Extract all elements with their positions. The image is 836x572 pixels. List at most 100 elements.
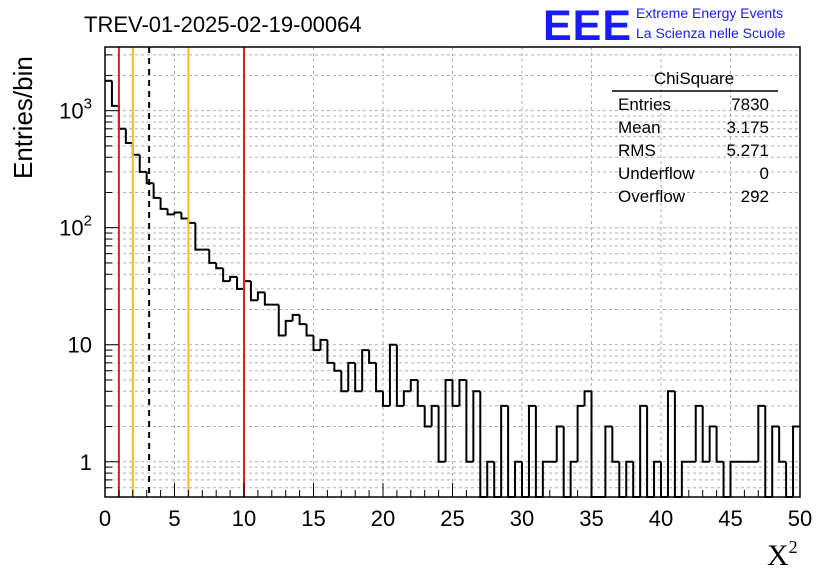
histogram-bin bbox=[382, 391, 390, 407]
histogram-bin bbox=[430, 404, 439, 427]
histogram-bin bbox=[152, 183, 161, 199]
histogram-bin bbox=[312, 335, 321, 352]
histogram-bin bbox=[215, 262, 224, 270]
histogram-bin bbox=[166, 208, 175, 216]
histogram-bin bbox=[222, 268, 231, 283]
histogram-bin bbox=[249, 281, 258, 302]
x-tick-label: 0 bbox=[99, 506, 111, 531]
histogram-bin bbox=[555, 425, 564, 462]
stats-row-value: 292 bbox=[741, 187, 769, 206]
y-tick-label: 10 bbox=[68, 333, 92, 358]
histogram-bin bbox=[187, 218, 196, 224]
histogram-bin bbox=[319, 338, 328, 351]
y-axis-label: Entries/bin bbox=[8, 56, 38, 179]
x-tick-label: 45 bbox=[718, 506, 742, 531]
histogram-bin bbox=[340, 370, 349, 393]
x-tick-label: 5 bbox=[168, 506, 180, 531]
y-tick-label: 102 bbox=[59, 213, 92, 241]
axis-ticks: 0 5 10 15 20 25 30 35 40 45 50 1 10 102 103 bbox=[59, 54, 812, 531]
histogram-bin bbox=[646, 405, 655, 498]
histogram-bin bbox=[458, 378, 467, 406]
x-axis-label: X2 bbox=[767, 537, 798, 572]
histogram-bin bbox=[465, 379, 474, 463]
histogram-bin bbox=[361, 349, 370, 392]
x-tick-label: 50 bbox=[788, 506, 812, 531]
eee-logo: EEE Extreme Energy Events La Scienza nel… bbox=[543, 2, 786, 50]
x-tick-label: 10 bbox=[232, 506, 256, 531]
histogram-bin bbox=[236, 276, 244, 290]
histogram-bin bbox=[388, 343, 397, 406]
histogram-bin bbox=[757, 404, 766, 462]
logo-line-2: La Scienza nelle Scuole bbox=[636, 25, 786, 41]
histogram-bin bbox=[409, 378, 418, 392]
histogram-bin bbox=[256, 291, 265, 301]
histogram-bin bbox=[354, 362, 363, 393]
histogram-bin bbox=[368, 350, 377, 364]
grid bbox=[105, 47, 800, 497]
histogram-bin bbox=[625, 460, 634, 497]
histogram-bin bbox=[576, 404, 585, 462]
histogram-bin bbox=[778, 426, 787, 463]
histogram-bin bbox=[131, 142, 140, 156]
logo-mark: EEE bbox=[543, 2, 632, 50]
y-tick-label: 103 bbox=[59, 96, 92, 124]
histogram-bin bbox=[416, 379, 425, 407]
histogram-bin bbox=[326, 339, 335, 364]
x-tick-label: 25 bbox=[440, 506, 464, 531]
histogram-bin bbox=[347, 361, 356, 392]
logo-line-1: Extreme Energy Events bbox=[636, 5, 783, 21]
x-tick-label: 30 bbox=[510, 506, 534, 531]
stats-row-value: 7830 bbox=[731, 95, 769, 114]
histogram-bin bbox=[277, 304, 286, 337]
stats-box: ChiSquare Entries 7830 Mean 3.175 RMS 5.271 Un… bbox=[612, 69, 778, 206]
histogram-bin bbox=[541, 460, 550, 497]
histogram-bin bbox=[194, 222, 203, 251]
histogram-bin bbox=[298, 314, 307, 326]
histogram-bin bbox=[375, 362, 383, 393]
histogram-bin bbox=[590, 391, 599, 498]
x-tick-label: 20 bbox=[371, 506, 395, 531]
histogram-bin bbox=[507, 405, 516, 498]
histogram-bin bbox=[514, 460, 522, 497]
stats-row-value: 3.175 bbox=[726, 118, 769, 137]
histogram-bin bbox=[145, 171, 154, 185]
stats-row-value: 5.271 bbox=[726, 141, 769, 160]
histogram-bin bbox=[666, 390, 675, 497]
histogram-bin bbox=[604, 425, 613, 497]
histogram-bin bbox=[243, 280, 251, 289]
stats-row-value: 0 bbox=[760, 164, 769, 183]
histogram-bin bbox=[694, 404, 703, 462]
histogram-bin bbox=[764, 405, 773, 498]
histogram-bin bbox=[173, 211, 182, 215]
histogram-bin bbox=[138, 154, 147, 173]
histogram-bin bbox=[486, 460, 495, 497]
histogram-bin bbox=[437, 405, 446, 463]
x-tick-label: 35 bbox=[579, 506, 603, 531]
stats-title: ChiSquare bbox=[654, 69, 734, 88]
x-axis-label-main: X bbox=[767, 539, 789, 572]
histogram-bin bbox=[653, 460, 661, 497]
histogram-bin bbox=[333, 362, 342, 372]
histogram-bin bbox=[395, 344, 404, 407]
histogram-bin bbox=[792, 425, 800, 497]
histogram-bin bbox=[701, 405, 710, 463]
histogram-bin bbox=[715, 426, 724, 463]
histogram-bin bbox=[284, 319, 293, 336]
histogram-bin bbox=[124, 128, 133, 144]
stats-row-label: Entries bbox=[618, 95, 671, 114]
histogram-bin bbox=[159, 197, 168, 210]
histogram-bin bbox=[208, 249, 217, 264]
marker-lines bbox=[117, 47, 245, 497]
histogram-bin bbox=[569, 460, 578, 497]
histogram-bin bbox=[771, 425, 780, 497]
histogram-bin bbox=[534, 405, 543, 498]
histogram-bin bbox=[291, 313, 300, 321]
histogram-bin bbox=[527, 404, 536, 497]
stats-row-label: RMS bbox=[618, 141, 656, 160]
histogram-bin bbox=[451, 379, 460, 407]
histogram-bin bbox=[500, 404, 509, 497]
histogram-bin bbox=[680, 460, 689, 497]
histogram-bin bbox=[639, 404, 648, 497]
histogram-bin bbox=[444, 378, 453, 462]
y-tick-label: 1 bbox=[80, 450, 92, 475]
